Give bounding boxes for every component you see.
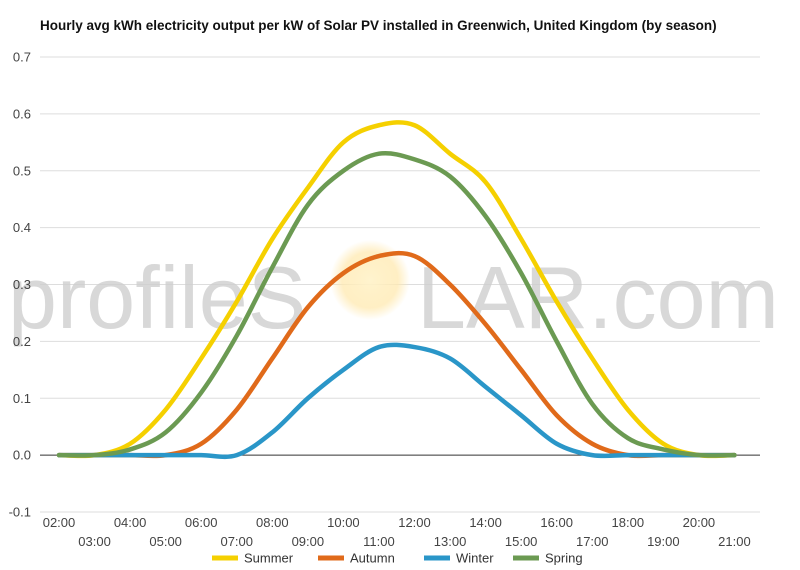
watermark: profileS LAR.com: [8, 240, 779, 347]
legend: Summer Autumn Winter Spring: [212, 551, 583, 566]
x-tick-label: 07:00: [220, 534, 253, 549]
series-line-summer: [56, 120, 737, 459]
y-tick-label: 0.4: [13, 220, 31, 235]
y-tick-label: 0.3: [13, 277, 31, 292]
x-tick-label: 04:00: [114, 515, 147, 530]
legend-label-autumn: Autumn: [350, 551, 395, 566]
y-tick-label: 0.0: [13, 448, 31, 463]
series-line-spring: [56, 150, 737, 458]
y-tick-label: 0.1: [13, 391, 31, 406]
watermark-text-left: profileS: [8, 248, 306, 347]
x-tick-label: 16:00: [540, 515, 573, 530]
x-tick-label: 13:00: [434, 534, 467, 549]
legend-label-summer: Summer: [244, 551, 294, 566]
x-tick-label: 06:00: [185, 515, 218, 530]
legend-label-spring: Spring: [545, 551, 583, 566]
x-tick-label: 02:00: [43, 515, 76, 530]
watermark-sun-icon: [330, 240, 410, 320]
x-tick-label: 14:00: [469, 515, 502, 530]
x-tick-label: 05:00: [149, 534, 182, 549]
x-tick-label: 03:00: [78, 534, 111, 549]
series-lines: [56, 120, 737, 460]
y-tick-label: 0.5: [13, 163, 31, 178]
x-tick-label: 20:00: [683, 515, 716, 530]
x-tick-label: 09:00: [292, 534, 325, 549]
x-tick-label: 10:00: [327, 515, 360, 530]
y-tick-label: -0.1: [9, 505, 31, 520]
series-line-winter: [56, 342, 737, 460]
x-tick-label: 11:00: [363, 534, 395, 549]
y-tick-label: 0.2: [13, 334, 31, 349]
x-tick-label: 08:00: [256, 515, 289, 530]
x-tick-label: 19:00: [647, 534, 680, 549]
y-tick-label: 0.7: [13, 50, 31, 65]
legend-label-winter: Winter: [456, 551, 494, 566]
y-tick-label: 0.6: [13, 106, 31, 121]
x-tick-label: 21:00: [718, 534, 751, 549]
chart-title: Hourly avg kWh electricity output per kW…: [40, 18, 717, 33]
watermark-text-right: LAR.com: [417, 248, 779, 347]
x-tick-label: 17:00: [576, 534, 609, 549]
x-tick-label: 15:00: [505, 534, 538, 549]
x-tick-label: 18:00: [612, 515, 645, 530]
x-tick-label: 12:00: [398, 515, 431, 530]
